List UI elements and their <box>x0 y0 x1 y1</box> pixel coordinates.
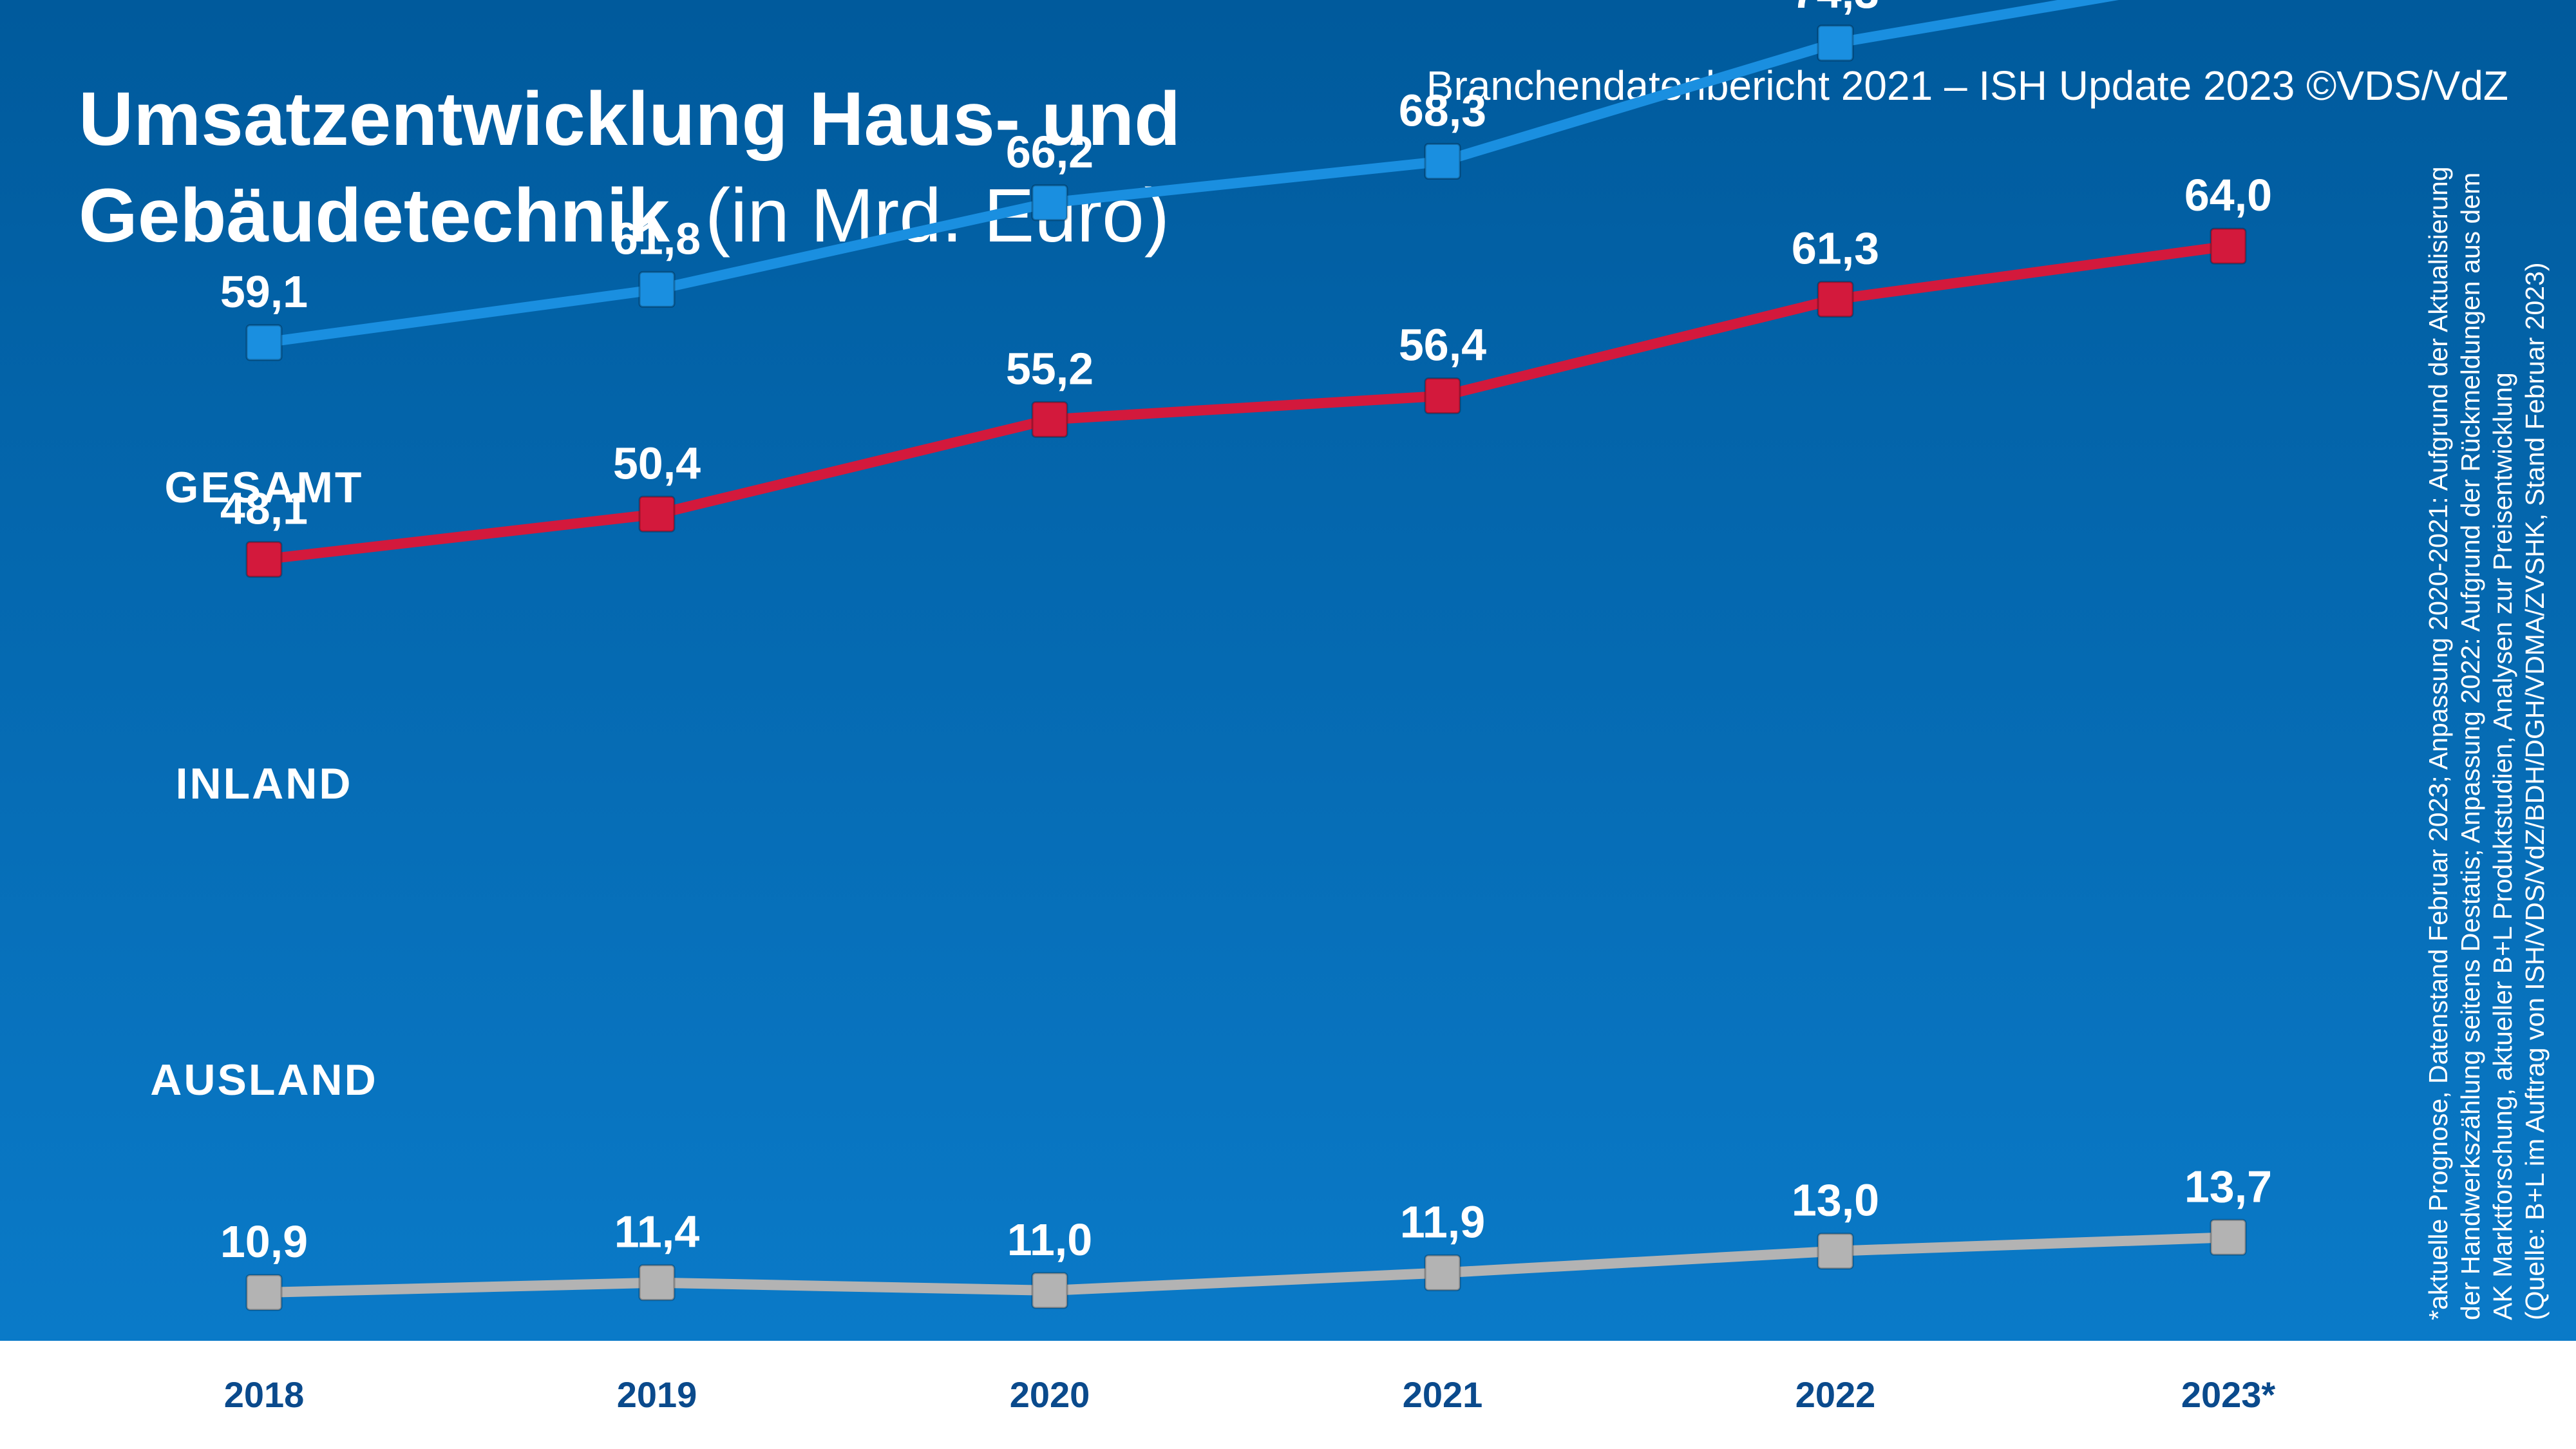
chart-background <box>0 0 2576 1341</box>
marker-ausland-2021 <box>1424 1254 1461 1291</box>
chart-title-bold: Gebäudetechnik <box>79 173 670 258</box>
data-label-ausland-2022: 13,0 <box>1792 1175 1879 1226</box>
chart-title-unit: (in Mrd. Euro) <box>705 173 1170 258</box>
series-label-ausland: AUSLAND <box>150 1056 377 1104</box>
marker-ausland-2022 <box>1817 1233 1854 1270</box>
data-label-ausland-2021: 11,9 <box>1400 1197 1485 1247</box>
year-label-2020: 2020 <box>1010 1374 1090 1415</box>
marker-inland-2023 <box>2210 227 2247 265</box>
data-label-ausland-2020: 11,0 <box>1007 1215 1092 1265</box>
marker-inland-2020 <box>1031 401 1068 438</box>
series-line-inland <box>259 241 2233 565</box>
plot-area: 59,161,866,268,374,377,7GESAMT48,150,455… <box>150 0 2272 1311</box>
marker-ausland-2020 <box>1031 1272 1068 1309</box>
year-label-2019: 2019 <box>617 1374 697 1415</box>
footnote-line-1: *aktuelle Prognose, Datenstand Februar 2… <box>2423 166 2453 1320</box>
data-label-inland-2020: 55,2 <box>1006 343 1094 393</box>
year-label-2023: 2023* <box>2181 1374 2276 1415</box>
marker-gesamt-2020 <box>1031 184 1068 222</box>
data-label-inland-2023: 64,0 <box>2184 170 2272 220</box>
series-label-gesamt: GESAMT <box>165 463 364 512</box>
chart-title-line2: Gebäudetechnik (in Mrd. Euro) <box>79 173 1170 258</box>
year-label-2022: 2022 <box>1795 1374 1876 1415</box>
marker-inland-2019 <box>638 495 676 533</box>
series-line-ausland <box>259 1232 2233 1298</box>
marker-inland-2022 <box>1817 281 1854 318</box>
marker-ausland-2019 <box>638 1264 676 1302</box>
data-label-ausland-2018: 10,9 <box>220 1217 308 1267</box>
data-label-inland-2018: 48,1 <box>220 484 308 534</box>
data-label-gesamt-2019: 61,8 <box>613 213 701 263</box>
series-line-gesamt <box>259 0 2119 348</box>
marker-ausland-2023 <box>2210 1218 2247 1256</box>
data-label-inland-2022: 61,3 <box>1792 223 1879 274</box>
marker-gesamt-2022 <box>1817 24 1854 62</box>
marker-gesamt-2018 <box>245 324 283 361</box>
marker-ausland-2018 <box>245 1274 283 1311</box>
marker-inland-2021 <box>1424 377 1461 415</box>
marker-inland-2018 <box>245 541 283 578</box>
footnote-line-2: der Handwerkszählung seitens Destatis; A… <box>2456 173 2485 1320</box>
year-axis-band <box>0 1341 2576 1449</box>
series-label-inland: INLAND <box>176 759 353 808</box>
data-label-ausland-2023: 13,7 <box>2184 1161 2272 1211</box>
data-label-gesamt-2018: 59,1 <box>220 267 308 317</box>
data-label-inland-2019: 50,4 <box>613 438 701 488</box>
marker-gesamt-2021 <box>1424 143 1461 180</box>
year-label-2018: 2018 <box>224 1374 305 1415</box>
marker-gesamt-2019 <box>638 270 676 308</box>
year-label-2021: 2021 <box>1403 1374 1483 1415</box>
footnote-line-3: AK Marktforschung, aktueller B+L Produkt… <box>2488 372 2517 1320</box>
data-label-gesamt-2020: 66,2 <box>1006 127 1094 177</box>
source-credit: Branchendatenbericht 2021 – ISH Update 2… <box>1426 62 2508 109</box>
footnote: *aktuelle Prognose, Datenstand Februar 2… <box>2423 166 2550 1320</box>
data-label-gesamt-2021: 68,3 <box>1399 86 1486 136</box>
footnote-line-4: (Quelle: B+L im Auftrag von ISH/VDS/VdZ/… <box>2520 262 2550 1320</box>
data-label-ausland-2019: 11,4 <box>614 1207 699 1257</box>
data-label-gesamt-2022: 74,3 <box>1792 0 1879 17</box>
data-label-inland-2021: 56,4 <box>1399 320 1486 370</box>
chart-title-line1: Umsatzentwicklung Haus- und <box>79 77 1180 162</box>
